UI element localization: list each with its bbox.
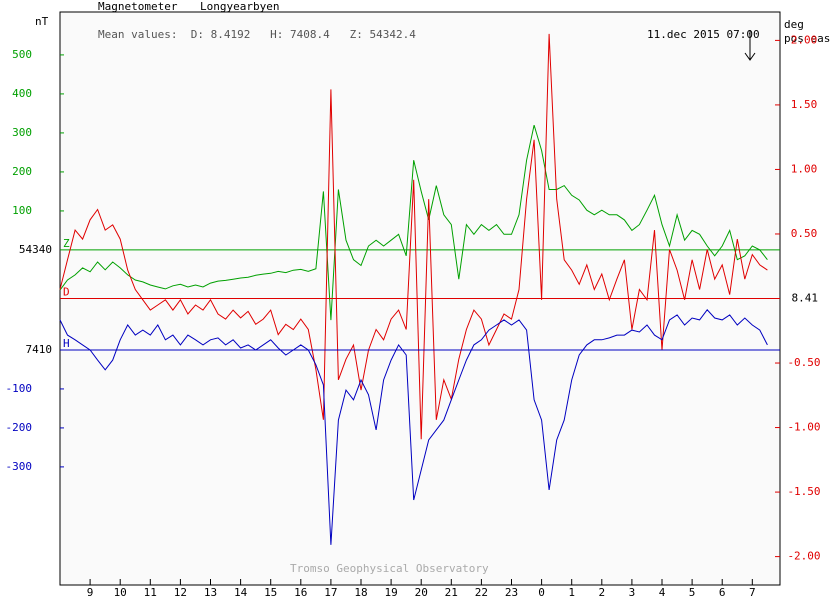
- x-tick-label: 19: [384, 586, 397, 599]
- chart-subtitle: Longyearbyen: [200, 0, 279, 13]
- series-line: [59, 124, 768, 321]
- x-tick-label: 9: [87, 586, 94, 599]
- series-line: [59, 33, 768, 440]
- reference-label: 54340: [19, 243, 52, 256]
- reference-label: 7410: [26, 343, 53, 356]
- x-tick-label: 12: [174, 586, 187, 599]
- x-tick-label: 6: [719, 586, 726, 599]
- x-tick-label: 7: [749, 586, 756, 599]
- y2-tick-label: -1.50: [787, 485, 820, 498]
- x-tick-label: 21: [445, 586, 458, 599]
- y-tick-label: 100: [12, 204, 32, 217]
- x-tick-label: 14: [234, 586, 248, 599]
- reference-label: 8.41: [792, 292, 819, 305]
- x-tick-label: 1: [568, 586, 575, 599]
- time-arrow: [744, 30, 756, 61]
- x-tick-label: 4: [659, 586, 666, 599]
- x-tick-label: 23: [505, 586, 518, 599]
- x-tick-label: 10: [114, 586, 127, 599]
- y-tick-label: -200: [6, 421, 33, 434]
- mean-values: Mean values: D: 8.4192 H: 7408.4 Z: 5434…: [98, 28, 416, 41]
- y-tick-label: 300: [12, 126, 32, 139]
- x-tick-label: 11: [144, 586, 157, 599]
- y-tick-label: -300: [6, 460, 33, 473]
- y2-tick-label: 0.50: [791, 227, 818, 240]
- y-tick-label: -100: [6, 382, 33, 395]
- x-tick-label: 5: [689, 586, 696, 599]
- y2-tick-label: -2.00: [787, 550, 820, 563]
- x-tick-label: 17: [324, 586, 337, 599]
- credit: Tromso Geophysical Observatory: [290, 562, 489, 575]
- arrow-head: [744, 52, 756, 61]
- y2-tick-label: -1.00: [787, 421, 820, 434]
- x-tick-label: 18: [354, 586, 367, 599]
- x-tick-label: 2: [598, 586, 605, 599]
- y2-axis-label: deg: [784, 18, 804, 31]
- series-line: [59, 309, 768, 545]
- y2-tick-label: 1.00: [791, 162, 818, 175]
- series-name: Z: [63, 237, 70, 250]
- x-tick-label: 13: [204, 586, 217, 599]
- series-name: H: [63, 337, 70, 350]
- y2-tick-label: 1.50: [791, 98, 818, 111]
- y-axis-label: nT: [35, 15, 49, 28]
- x-tick-label: 16: [294, 586, 307, 599]
- chart-title: Magnetometer: [98, 0, 178, 13]
- y2-tick-label: -0.50: [787, 356, 820, 369]
- y-tick-label: 400: [12, 87, 32, 100]
- timestamp: 11.dec 2015 07:00: [647, 28, 760, 41]
- x-tick-label: 15: [264, 586, 277, 599]
- x-tick-label: 3: [629, 586, 636, 599]
- y2-tick-label: 2.00: [791, 33, 818, 46]
- x-tick-label: 20: [415, 586, 428, 599]
- x-tick-label: 22: [475, 586, 488, 599]
- series-name: D: [63, 286, 70, 299]
- y-tick-label: 500: [12, 48, 32, 61]
- y2-axis-sublabel: pos east: [784, 32, 830, 45]
- y-tick-label: 200: [12, 165, 32, 178]
- x-tick-label: 0: [538, 586, 545, 599]
